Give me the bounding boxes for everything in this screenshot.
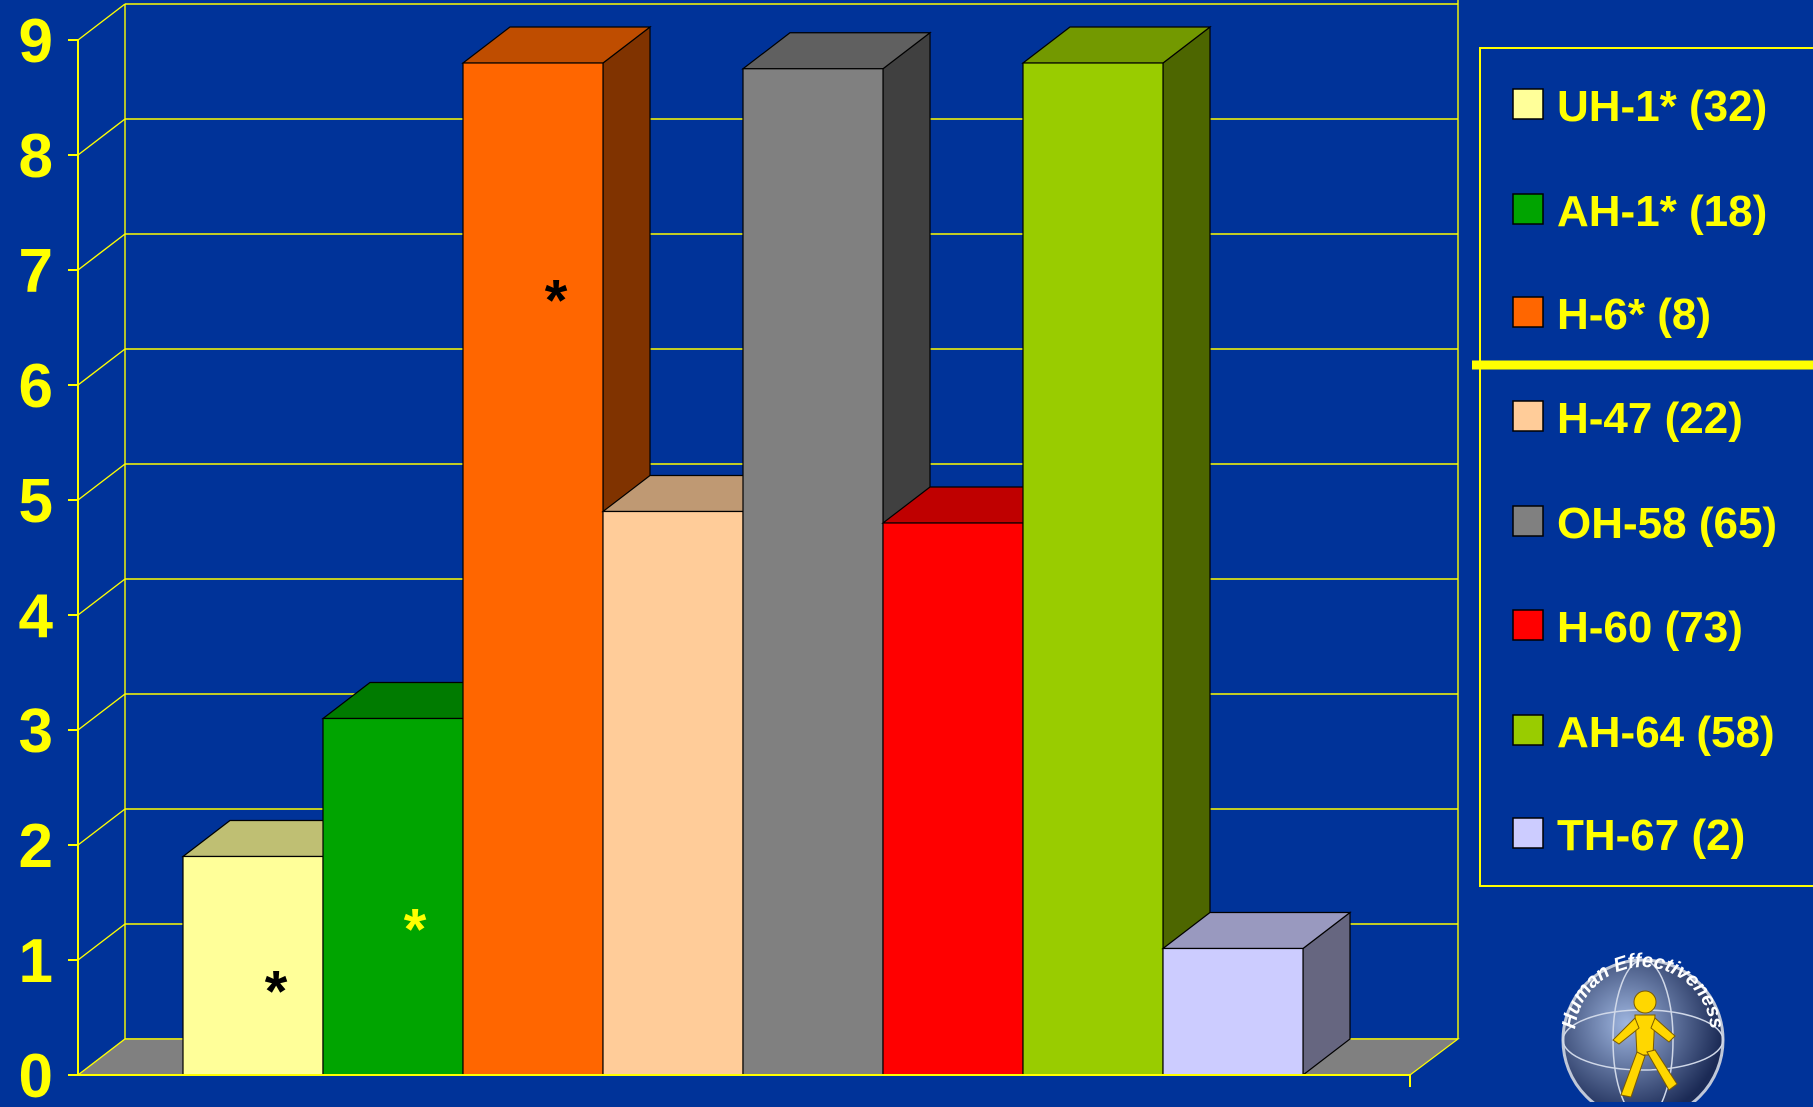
gridline-side	[77, 693, 126, 731]
legend-swatch	[1512, 88, 1544, 120]
legend-swatch	[1512, 296, 1544, 328]
legend-label: OH-58 (65)	[1557, 499, 1777, 548]
y-tick-label: 5	[19, 467, 53, 536]
gridline-side	[77, 578, 126, 616]
legend-swatch	[1512, 609, 1544, 641]
legend-swatch	[1512, 193, 1544, 225]
legend-label: H-6* (8)	[1557, 290, 1711, 339]
legend-label: H-60 (73)	[1557, 603, 1743, 652]
legend-item: H-47 (22)	[1512, 394, 1743, 443]
bar-7	[1021, 25, 1212, 1077]
legend-label: TH-67 (2)	[1557, 811, 1745, 860]
bar-front	[602, 510, 744, 1076]
legend-label: AH-1* (18)	[1557, 187, 1767, 236]
bar-front	[1022, 62, 1164, 1076]
legend-label: AH-64 (58)	[1557, 708, 1775, 757]
legend-label: UH-1* (32)	[1557, 82, 1767, 131]
gridline-side	[77, 233, 126, 271]
bar-annotation: *	[404, 898, 427, 963]
legend-box	[1479, 47, 1813, 887]
y-tick-label: 4	[19, 582, 54, 651]
y-tick-label: 1	[19, 927, 53, 996]
gridline-side	[77, 348, 126, 386]
logo-figure	[1612, 990, 1678, 1098]
gridline-side	[77, 3, 126, 41]
bar-annotation: *	[265, 960, 288, 1025]
legend: UH-1* (32) AH-1* (18) H-6* (8) H-47 (22) OH-…	[1472, 47, 1813, 887]
gridline-side	[77, 808, 126, 846]
bar-8	[1161, 911, 1352, 1077]
legend-swatch	[1512, 714, 1544, 746]
legend-item: H-6* (8)	[1512, 290, 1711, 339]
y-tick-label: 9	[19, 7, 53, 76]
gridline-side	[77, 463, 126, 501]
legend-swatch	[1512, 817, 1544, 849]
legend-swatch	[1512, 505, 1544, 537]
legend-item: UH-1* (32)	[1512, 82, 1767, 131]
y-axis: 0 1 2 3 4 5 6 7 8 9	[19, 7, 1411, 1107]
y-tick-label: 2	[19, 812, 53, 881]
y-tick-label: 8	[19, 122, 53, 191]
y-tick-label: 7	[19, 237, 53, 306]
bar-front	[742, 68, 884, 1076]
legend-item: AH-1* (18)	[1512, 187, 1767, 236]
y-tick-label: 3	[19, 697, 53, 766]
gridline-side	[77, 923, 126, 961]
bar-annotation: *	[545, 269, 568, 334]
bar-front	[322, 717, 464, 1076]
y-tick-label: 0	[19, 1042, 53, 1102]
y-tick-label: 6	[19, 352, 53, 421]
legend-item: TH-67 (2)	[1512, 811, 1745, 860]
legend-item: OH-58 (65)	[1512, 499, 1777, 548]
legend-swatch	[1512, 400, 1544, 432]
bars: * * *	[181, 25, 1352, 1077]
legend-item: H-60 (73)	[1512, 603, 1743, 652]
bar-front	[462, 62, 604, 1076]
human-effectiveness-logo: Human Effectiveness	[1558, 950, 1728, 1107]
bar-front	[1162, 947, 1304, 1076]
gridline-side	[77, 118, 126, 156]
bar-front	[182, 855, 324, 1076]
legend-item: AH-64 (58)	[1512, 708, 1775, 757]
legend-label: H-47 (22)	[1557, 394, 1743, 443]
bar-front	[882, 522, 1024, 1076]
